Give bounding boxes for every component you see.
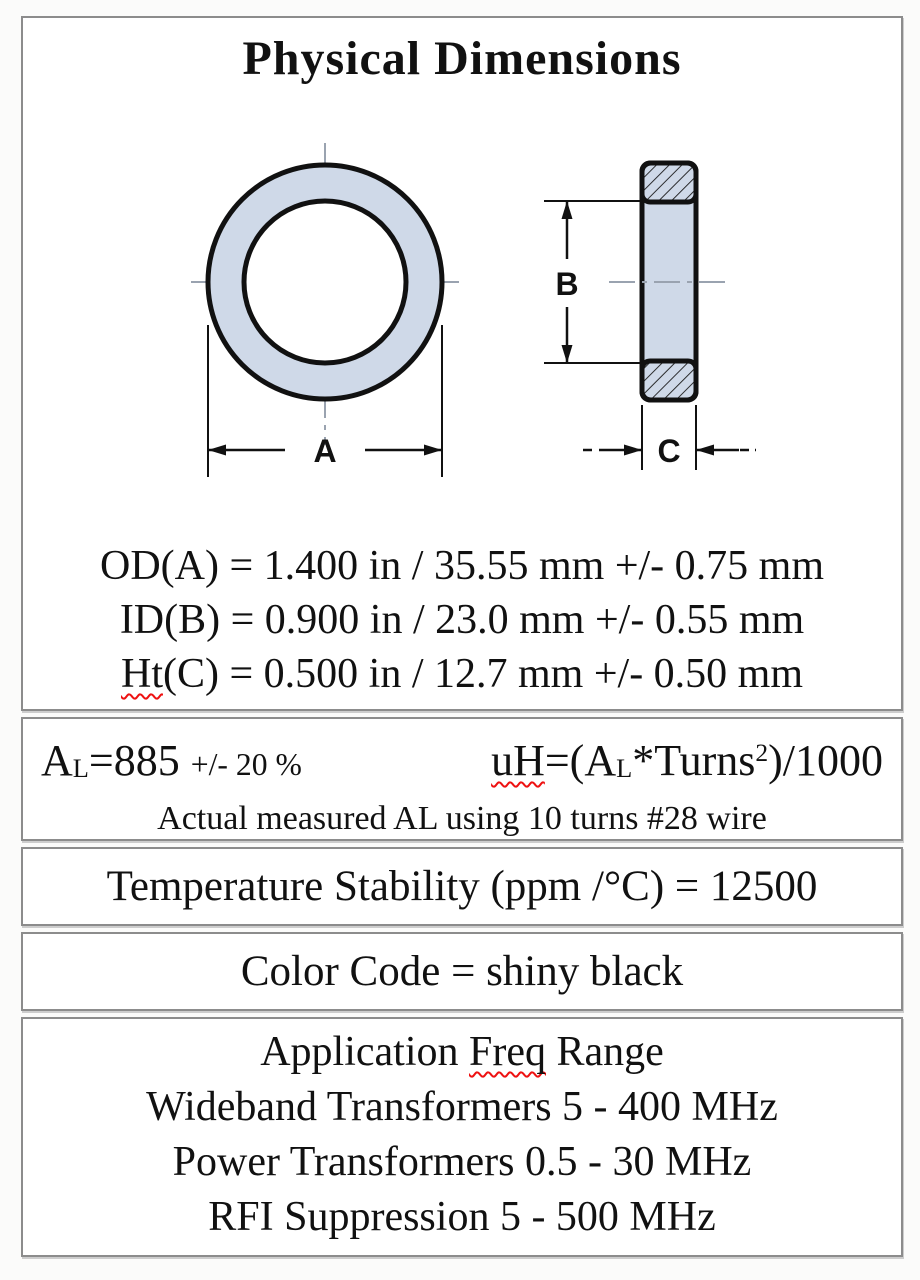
- al-note: Actual measured AL using 10 turns #28 wi…: [157, 800, 767, 838]
- application-item: Wideband Transformers 5 - 400 MHz: [146, 1084, 778, 1130]
- application-item: RFI Suppression 5 - 500 MHz: [208, 1194, 716, 1240]
- app-title-freq: Freq: [469, 1029, 546, 1075]
- formula-open: =(A: [544, 736, 617, 786]
- temperature-stability-section: Temperature Stability (ppm /°C) = 12500: [21, 847, 903, 926]
- dimension-b: B: [544, 200, 642, 364]
- dimension-a: A: [207, 325, 443, 477]
- color-code-section: Color Code = shiny black: [21, 932, 903, 1011]
- application-freq-section: Application Freq Range Wideband Transfor…: [21, 1017, 903, 1257]
- formula-mid: *Turns: [632, 736, 756, 786]
- arrow-a-left-icon: [208, 444, 226, 456]
- al-section: AL=885 +/- 20 % uH=(AL*Turns2)/1000 Actu…: [21, 717, 903, 841]
- toroid-side-view: B C: [544, 160, 756, 470]
- arrow-c-right-icon: [696, 444, 714, 456]
- side-bottom-cap-hatched: [639, 358, 699, 403]
- formula-sup-2: 2: [755, 738, 769, 767]
- app-title-post: Range: [546, 1029, 664, 1075]
- side-top-cap-hatched: [639, 160, 699, 205]
- ht-label: Ht: [120, 651, 163, 697]
- color-code-value: Color Code = shiny black: [240, 948, 684, 995]
- inner-circle: [241, 198, 409, 366]
- app-title-pre: Application: [260, 1029, 469, 1075]
- arrow-b-down-icon: [561, 345, 573, 363]
- dim-label-c: C: [657, 433, 680, 469]
- page-title: Physical Dimensions: [242, 32, 682, 85]
- al-eq: =885: [88, 736, 191, 786]
- al-tolerance: +/- 20 %: [190, 747, 302, 783]
- formula-close: )/1000: [768, 736, 883, 786]
- datasheet: Physical Dimensions: [21, 16, 903, 1257]
- arrow-a-right-icon: [424, 444, 442, 456]
- dim-label-b: B: [555, 266, 578, 302]
- temperature-stability-value: Temperature Stability (ppm /°C) = 12500: [106, 863, 818, 910]
- application-freq-title: Application Freq Range: [23, 1025, 901, 1080]
- dimension-c: C: [583, 405, 756, 470]
- uh-formula: uH=(AL*Turns2)/1000: [491, 725, 883, 796]
- al-a: A: [41, 736, 73, 786]
- ht-value: Ht(C) = 0.500 in / 12.7 mm +/- 0.50 mm: [23, 647, 901, 701]
- application-item: Power Transformers 0.5 - 30 MHz: [172, 1139, 752, 1185]
- toroid-front-view: A: [191, 143, 459, 477]
- al-value: AL=885 +/- 20 %: [41, 733, 302, 796]
- dimension-values: OD(A) = 1.400 in / 35.55 mm +/- 0.75 mm …: [23, 539, 901, 701]
- al-sub-l: L: [72, 753, 89, 784]
- id-value: ID(B) = 0.900 in / 23.0 mm +/- 0.55 mm: [119, 597, 805, 643]
- physical-dimensions-section: Physical Dimensions: [21, 16, 903, 711]
- toroid-drawing: A: [191, 143, 756, 477]
- arrow-b-up-icon: [561, 201, 573, 219]
- formula-sub-l: L: [616, 753, 633, 784]
- arrow-c-left-icon: [624, 444, 642, 456]
- al-formula-row: AL=885 +/- 20 % uH=(AL*Turns2)/1000: [41, 725, 883, 796]
- od-value: OD(A) = 1.400 in / 35.55 mm +/- 0.75 mm: [99, 543, 824, 589]
- ht-rest: (C) = 0.500 in / 12.7 mm +/- 0.50 mm: [162, 651, 804, 697]
- toroid-diagram: A: [23, 85, 901, 537]
- uh-label: uH: [491, 736, 545, 786]
- dim-label-a: A: [313, 433, 336, 469]
